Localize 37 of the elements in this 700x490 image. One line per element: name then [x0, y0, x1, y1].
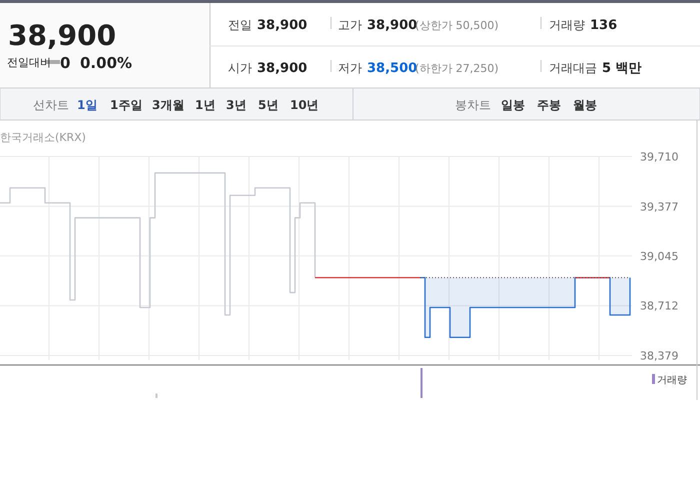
text: 1주일: [110, 98, 142, 112]
text: 10년: [290, 98, 319, 112]
text: 5년: [258, 98, 278, 112]
y-tick-label: 38,379: [640, 350, 678, 362]
text: 1일: [77, 98, 98, 112]
y-tick-label: 39,045: [640, 250, 678, 263]
text: 시가: [228, 61, 252, 75]
y-tick-label: 39,377: [640, 200, 678, 214]
text: 0: [60, 54, 70, 72]
legend-label: 거래량: [657, 375, 687, 386]
text: 월봉: [573, 98, 597, 112]
text: 전일: [228, 18, 252, 32]
y-tick-label: 39,710: [640, 150, 678, 164]
text: 주봉: [537, 98, 561, 112]
text: 38,900: [257, 18, 308, 33]
y-tick-label: 38,712: [640, 300, 678, 313]
text: 38,900: [257, 61, 308, 76]
text: 선차트: [33, 98, 69, 112]
text: 거래량: [549, 18, 585, 32]
text: 5 백만: [602, 61, 642, 76]
text: 전일대비: [7, 56, 51, 69]
chart-subtitle: 한국거래소(KRX): [0, 131, 86, 144]
text: 38,500: [367, 61, 418, 76]
text: 38,900: [367, 18, 418, 33]
text: 3개월: [152, 98, 184, 112]
text: 일봉: [501, 98, 525, 112]
text: 1년: [195, 98, 216, 112]
text: 38,900: [8, 19, 116, 52]
text: 3년: [226, 98, 246, 112]
text: (하한가 27,250): [415, 62, 499, 75]
text: 136: [590, 18, 618, 33]
text: 거래대금: [549, 61, 597, 75]
text: 0.00%: [80, 54, 132, 72]
text: (상한가 50,500): [415, 19, 499, 32]
text: 봉차트: [455, 98, 491, 112]
text: 저가: [338, 61, 362, 75]
text: 고가: [338, 18, 362, 32]
